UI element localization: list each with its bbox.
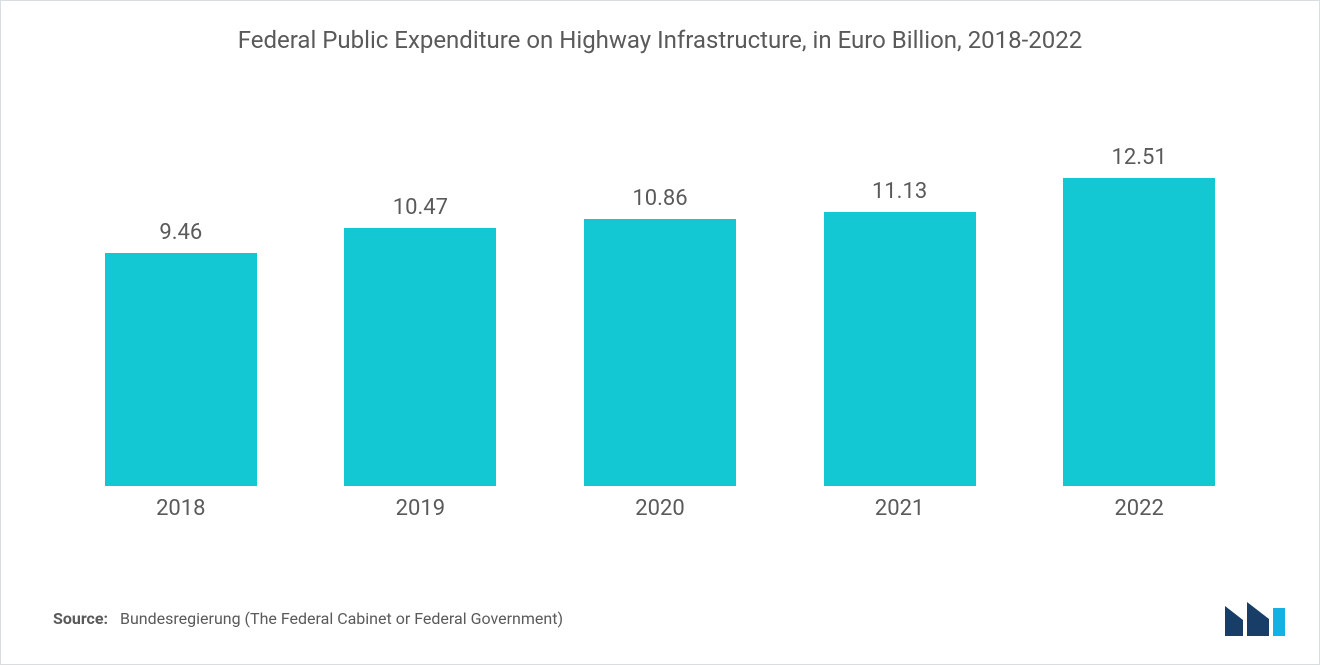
bar-value-label: 10.47 <box>393 195 448 220</box>
source-label: Source: <box>53 609 108 628</box>
brand-logo-icon <box>1223 600 1287 638</box>
bar-group: 9.46 <box>61 116 301 486</box>
chart-container: Federal Public Expenditure on Highway In… <box>0 0 1320 665</box>
x-axis-label: 2021 <box>780 496 1020 521</box>
bar <box>584 219 736 486</box>
bar <box>105 253 257 486</box>
bar-group: 10.47 <box>301 116 541 486</box>
bar-group: 12.51 <box>1019 116 1259 486</box>
bar-group: 10.86 <box>540 116 780 486</box>
bar-value-label: 11.13 <box>872 179 927 204</box>
x-axis-label: 2020 <box>540 496 780 521</box>
bar <box>824 212 976 486</box>
chart-plot-area: 9.46 10.47 10.86 11.13 12.51 <box>51 116 1269 486</box>
x-axis-label: 2022 <box>1019 496 1259 521</box>
source-line: Source: Bundesregierung (The Federal Cab… <box>53 609 563 628</box>
bar-value-label: 12.51 <box>1112 145 1167 170</box>
chart-title: Federal Public Expenditure on Highway In… <box>51 25 1269 56</box>
x-axis-label: 2018 <box>61 496 301 521</box>
chart-x-axis: 20182019202020212022 <box>51 486 1269 521</box>
bar-group: 11.13 <box>780 116 1020 486</box>
bar <box>1063 178 1215 486</box>
bar-value-label: 9.46 <box>159 220 202 245</box>
bar-value-label: 10.86 <box>632 186 687 211</box>
x-axis-label: 2019 <box>301 496 541 521</box>
bar <box>344 228 496 486</box>
source-text: Bundesregierung (The Federal Cabinet or … <box>120 609 563 628</box>
